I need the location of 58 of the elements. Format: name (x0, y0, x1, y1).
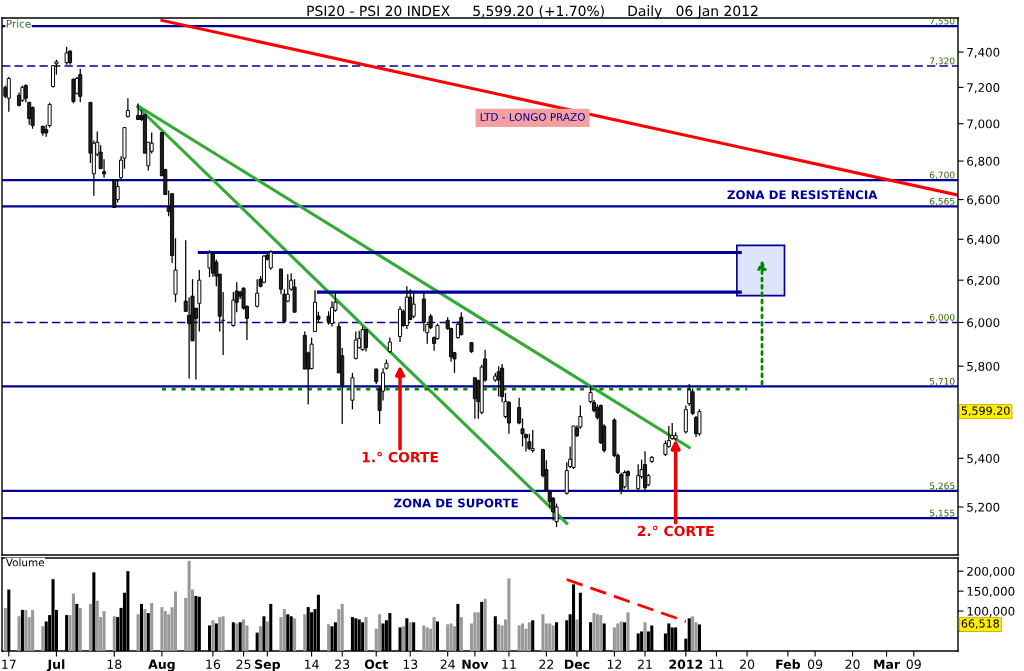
x-tick-label: Aug (148, 659, 175, 671)
y-tick-label: 5,400 (967, 454, 1000, 465)
ref-line-label: 7,550 (930, 17, 955, 26)
ref-line-label: 5,265 (929, 482, 955, 491)
x-tick-label: 20 (740, 659, 755, 670)
x-tick-label: 22 (539, 659, 554, 669)
x-tick-label: Sep (255, 659, 281, 671)
ref-line-label: 7,320 (930, 57, 955, 66)
x-tick-label: 16 (206, 659, 221, 670)
annotation: ZONA DE RESISTÊNCIA (727, 188, 878, 200)
y-tick-label: 6,600 (967, 195, 1000, 206)
annotation: 1.° CORTE (362, 451, 438, 463)
x-tick-label: 11 (502, 659, 516, 669)
y-tick-label: 6,400 (967, 234, 1000, 246)
y-tick-label: 7,000 (967, 119, 1000, 130)
x-tick-label: 21 (637, 659, 652, 669)
x-tick-label: 18 (107, 659, 122, 670)
x-tick-label: 14 (305, 659, 319, 669)
y-tick-label: 5,200 (967, 502, 1000, 513)
y-axis-title: Price (6, 19, 31, 28)
chart-title: PSI20 - PSI 20 INDEX 5,599.20 (+1.70%) Daily 06 Jan 2012 (307, 5, 758, 19)
y-tick-label: 6,200 (967, 275, 1000, 287)
y-tick-label: 6,800 (967, 156, 1000, 167)
text: 66,518 (961, 619, 999, 629)
y-tick-label: 150,000 (967, 586, 1015, 597)
x-tick-label: 23 (335, 659, 350, 670)
ref-line-label: 6,700 (929, 171, 955, 180)
x-tick-label: 09 (906, 659, 921, 670)
y-axis-title: Volume (5, 558, 45, 567)
x-tick-label: 13 (403, 659, 418, 670)
x-tick-label: Feb (776, 659, 801, 670)
x-tick-label: 25 (236, 659, 251, 670)
x-tick-label: 17 (2, 659, 16, 669)
x-tick-label: Mar (874, 659, 901, 670)
x-tick-label: Jul (46, 659, 65, 671)
x-tick-label: Dec (564, 659, 590, 670)
x-tick-label: Nov (462, 659, 489, 670)
y-tick-label: 100,000 (967, 606, 1015, 617)
y-tick-label: 5,800 (967, 361, 1000, 373)
y-tick-label: 7,200 (967, 83, 1000, 94)
ref-line-label: 6,000 (929, 313, 955, 322)
x-tick-label: 12 (607, 659, 622, 669)
x-tick-label: 20 (845, 659, 860, 670)
x-tick-label: 11 (709, 659, 724, 669)
ref-line-label: 5,710 (929, 377, 955, 386)
y-tick-label: 7,400 (967, 47, 1000, 58)
annotation: LTD - LONGO PRAZO (480, 113, 585, 121)
x-tick-label: 24 (440, 659, 455, 669)
x-tick-label: Oct (364, 659, 388, 670)
annotation: ZONA DE SUPORTE (394, 498, 518, 508)
annotation: 2.° CORTE (637, 525, 714, 537)
x-tick-label: 2012 (669, 659, 703, 670)
text: 5,599.20 (961, 406, 1010, 416)
y-tick-label: 6,000 (967, 318, 1000, 329)
x-tick-label: 09 (807, 659, 823, 670)
ref-line-label: 5,155 (929, 509, 955, 518)
y-tick-label: 200,000 (967, 566, 1015, 578)
ref-line-label: 6,565 (929, 197, 955, 206)
